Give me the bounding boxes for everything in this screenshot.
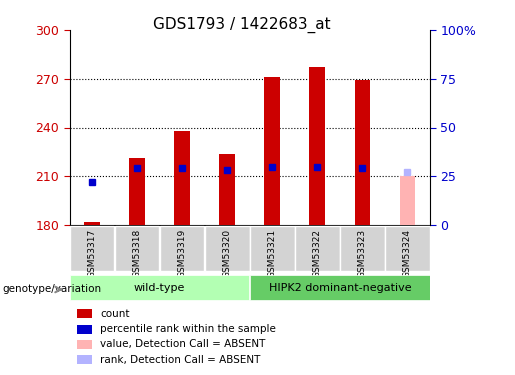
Text: rank, Detection Call = ABSENT: rank, Detection Call = ABSENT: [100, 355, 261, 365]
Text: GSM53320: GSM53320: [223, 229, 232, 278]
FancyBboxPatch shape: [205, 226, 250, 271]
Bar: [77, 356, 92, 364]
FancyBboxPatch shape: [295, 226, 340, 271]
Bar: [77, 325, 92, 334]
Text: HIPK2 dominant-negative: HIPK2 dominant-negative: [269, 283, 411, 293]
Text: value, Detection Call = ABSENT: value, Detection Call = ABSENT: [100, 339, 266, 350]
Bar: [354, 80, 370, 225]
Text: GSM53322: GSM53322: [313, 229, 322, 278]
FancyBboxPatch shape: [160, 226, 204, 271]
FancyBboxPatch shape: [250, 275, 430, 300]
Bar: [264, 77, 280, 225]
Text: count: count: [100, 309, 130, 319]
Text: percentile rank within the sample: percentile rank within the sample: [100, 324, 277, 334]
FancyBboxPatch shape: [385, 226, 430, 271]
FancyBboxPatch shape: [70, 275, 249, 300]
Text: GSM53318: GSM53318: [133, 229, 142, 278]
Text: genotype/variation: genotype/variation: [3, 285, 101, 294]
Bar: [77, 309, 92, 318]
Text: GSM53324: GSM53324: [403, 229, 412, 278]
Bar: [400, 176, 416, 225]
Text: GSM53317: GSM53317: [88, 229, 96, 278]
FancyBboxPatch shape: [70, 226, 114, 271]
FancyBboxPatch shape: [250, 226, 295, 271]
Text: GSM53321: GSM53321: [268, 229, 277, 278]
Bar: [310, 68, 325, 225]
FancyBboxPatch shape: [340, 226, 385, 271]
Text: GSM53323: GSM53323: [358, 229, 367, 278]
Bar: [219, 153, 235, 225]
Bar: [174, 131, 190, 225]
Text: wild-type: wild-type: [134, 283, 185, 293]
Bar: [84, 222, 100, 225]
Bar: [77, 340, 92, 349]
FancyBboxPatch shape: [115, 226, 160, 271]
Bar: [129, 158, 145, 225]
Text: GSM53319: GSM53319: [178, 229, 186, 278]
Text: GDS1793 / 1422683_at: GDS1793 / 1422683_at: [153, 17, 331, 33]
